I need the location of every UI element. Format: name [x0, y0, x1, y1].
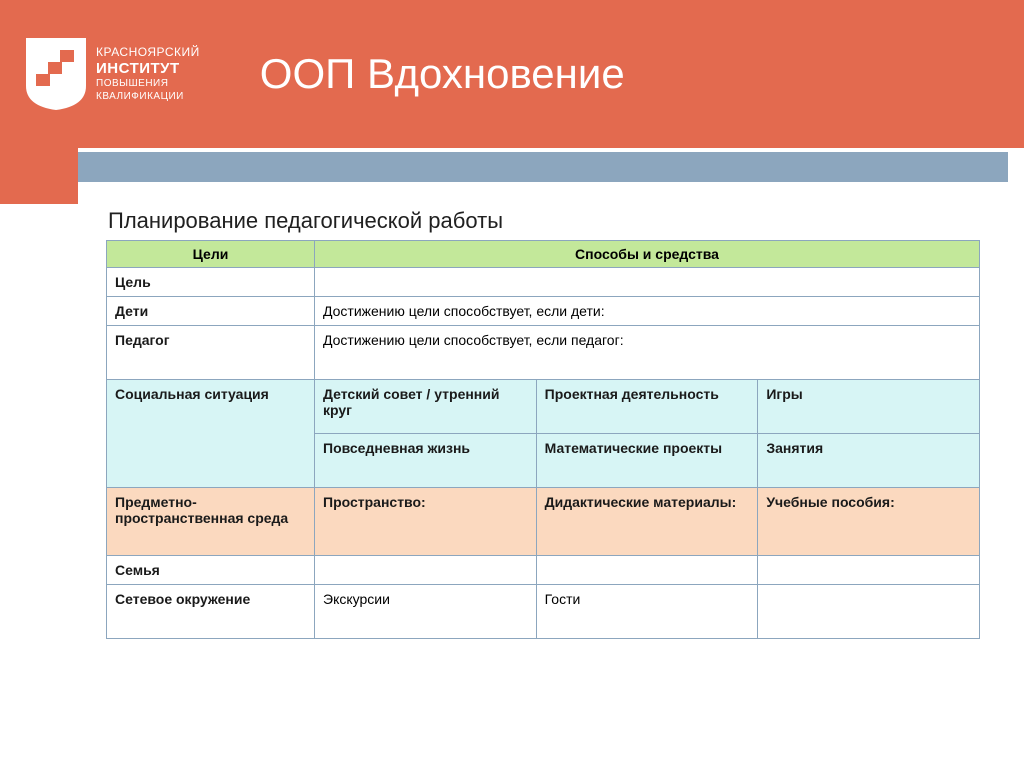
cell-network-a: Экскурсии — [315, 585, 537, 639]
label-children: Дети — [107, 297, 315, 326]
logo-text: КРАСНОЯРСКИЙ ИНСТИТУТ ПОВЫШЕНИЯ КВАЛИФИК… — [96, 45, 200, 104]
cell-family-c — [758, 556, 980, 585]
cell-social-1b: Проектная деятельность — [536, 380, 758, 434]
cell-social-1a: Детский совет / утренний круг — [315, 380, 537, 434]
slide-title: ООП Вдохновение — [260, 50, 625, 98]
head-goals: Цели — [107, 241, 315, 268]
logo-shield-icon — [24, 36, 88, 112]
cell-children: Достижению цели способствует, если дети: — [315, 297, 980, 326]
label-social: Социальная ситуация — [107, 380, 315, 488]
label-network: Сетевое окружение — [107, 585, 315, 639]
subheader — [0, 148, 1024, 204]
cell-family-a — [315, 556, 537, 585]
slide-header: КРАСНОЯРСКИЙ ИНСТИТУТ ПОВЫШЕНИЯ КВАЛИФИК… — [0, 0, 1024, 148]
row-teacher: Педагог Достижению цели способствует, ес… — [107, 326, 980, 380]
label-family: Семья — [107, 556, 315, 585]
cell-goal — [315, 268, 980, 297]
row-family: Семья — [107, 556, 980, 585]
label-teacher: Педагог — [107, 326, 315, 380]
cell-social-1c: Игры — [758, 380, 980, 434]
cell-social-2a: Повседневная жизнь — [315, 434, 537, 488]
label-env: Предметно-пространственная среда — [107, 488, 315, 556]
cell-env-c: Учебные пособия: — [758, 488, 980, 556]
cell-social-2c: Занятия — [758, 434, 980, 488]
logo-line1: КРАСНОЯРСКИЙ — [96, 45, 200, 60]
logo-line2: ИНСТИТУТ — [96, 60, 200, 79]
accent-block-orange — [0, 148, 78, 204]
logo-line4: КВАЛИФИКАЦИИ — [96, 91, 200, 104]
table-head-row: Цели Способы и средства — [107, 241, 980, 268]
cell-social-2b: Математические проекты — [536, 434, 758, 488]
logo-line3: ПОВЫШЕНИЯ — [96, 78, 200, 91]
label-goal: Цель — [107, 268, 315, 297]
cell-network-c — [758, 585, 980, 639]
accent-block-blue — [78, 152, 1008, 182]
head-means: Способы и средства — [315, 241, 980, 268]
section-title: Планирование педагогической работы — [108, 208, 980, 234]
cell-family-b — [536, 556, 758, 585]
cell-teacher: Достижению цели способствует, если педаг… — [315, 326, 980, 380]
cell-env-b: Дидактические материалы: — [536, 488, 758, 556]
logo-block: КРАСНОЯРСКИЙ ИНСТИТУТ ПОВЫШЕНИЯ КВАЛИФИК… — [24, 36, 200, 112]
row-env: Предметно-пространственная среда Простра… — [107, 488, 980, 556]
cell-network-b: Гости — [536, 585, 758, 639]
planning-table: Цели Способы и средства Цель Дети Достиж… — [106, 240, 980, 639]
row-network: Сетевое окружение Экскурсии Гости — [107, 585, 980, 639]
row-goal: Цель — [107, 268, 980, 297]
content-area: Планирование педагогической работы Цели … — [0, 208, 1024, 639]
cell-env-a: Пространство: — [315, 488, 537, 556]
row-children: Дети Достижению цели способствует, если … — [107, 297, 980, 326]
row-social-1: Социальная ситуация Детский совет / утре… — [107, 380, 980, 434]
